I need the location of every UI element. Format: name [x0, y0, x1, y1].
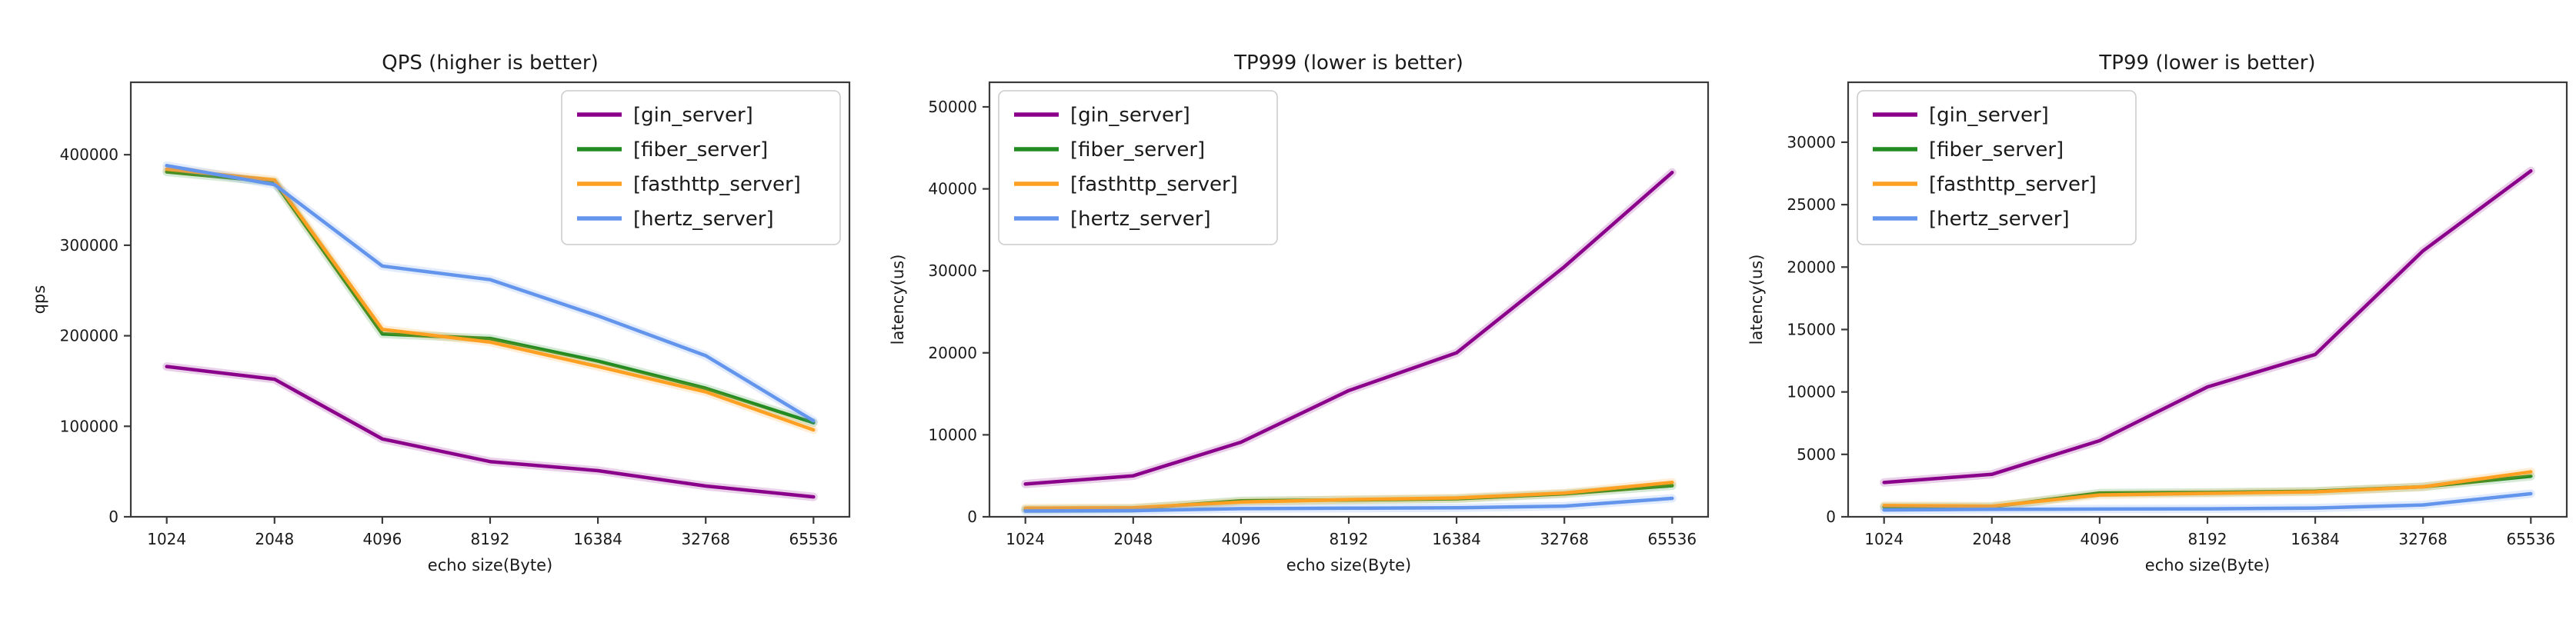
x-axis-label: echo size(Byte)	[1286, 556, 1411, 574]
x-tick-label: 2048	[1972, 530, 2011, 548]
y-tick-label: 100000	[60, 417, 118, 435]
y-tick-label: 0	[1826, 508, 1836, 526]
y-axis-label: latency(us)	[889, 255, 907, 345]
series-line-fasthttp_server	[165, 167, 816, 432]
legend-label: [hertz_server]	[633, 208, 774, 231]
series-line-fasthttp_server	[1882, 470, 2533, 508]
x-tick-label: 4096	[362, 530, 402, 548]
x-tick-label: 1024	[147, 530, 186, 548]
series-line-hertz_server	[165, 164, 816, 423]
legend-label: [hertz_server]	[1929, 208, 2070, 231]
x-tick-label: 1024	[1864, 530, 1904, 548]
y-tick-label: 30000	[1787, 133, 1836, 152]
x-tick-label: 65536	[1647, 530, 1697, 548]
chart-panel-tp999: TP999 (lower is better) 0 10000 20000 30000 4…	[859, 0, 1717, 623]
chart-svg: TP999 (lower is better) 0 10000 20000 30000 4…	[889, 52, 1710, 574]
y-tick-label: 20000	[1787, 258, 1836, 276]
x-tick-label: 32768	[681, 530, 730, 548]
chart-svg: QPS (higher is better) 0 100000 200000 30000…	[30, 52, 851, 574]
y-tick-label: 40000	[928, 180, 977, 198]
x-tick-label: 8192	[471, 530, 510, 548]
legend-label: [fiber_server]	[633, 138, 768, 161]
x-tick-label: 4096	[1221, 530, 1260, 548]
legend-label: [gin_server]	[633, 104, 753, 127]
legend: [gin_server] [fiber_server] [fasthttp_serv…	[998, 90, 1278, 245]
chart-title: QPS (higher is better)	[382, 52, 598, 75]
x-tick-label: 65536	[789, 530, 838, 548]
y-tick-label: 20000	[928, 344, 977, 362]
legend: [gin_server] [fiber_server] [fasthttp_serv…	[1857, 90, 2137, 245]
x-tick-label: 16384	[1432, 530, 1481, 548]
y-tick-label: 10000	[928, 425, 977, 444]
y-tick-label: 200000	[60, 327, 118, 345]
series-line-gin_server	[1023, 171, 1674, 486]
legend-label: [fasthttp_server]	[1070, 173, 1238, 196]
x-tick-label: 16384	[2291, 530, 2340, 548]
legend-label: [gin_server]	[1929, 104, 2049, 127]
y-tick-label: 10000	[1787, 383, 1836, 401]
chart-title: TP999 (lower is better)	[1233, 52, 1463, 75]
series-line-fasthttp_server	[1023, 480, 1674, 511]
x-tick-label: 65536	[2506, 530, 2555, 548]
chart-svg: TP99 (lower is better) 0 5000 10000 15000 200…	[1747, 52, 2568, 574]
chart-title: TP99 (lower is better)	[2098, 52, 2315, 75]
x-axis-label: echo size(Byte)	[428, 556, 552, 574]
y-tick-label: 25000	[1787, 195, 1836, 214]
legend-label: [fasthttp_server]	[633, 173, 801, 196]
series-line-gin_server	[165, 365, 816, 499]
x-tick-label: 2048	[1113, 530, 1153, 548]
y-tick-label: 0	[108, 508, 118, 526]
y-tick-label: 5000	[1797, 445, 1836, 464]
x-tick-label: 8192	[2188, 530, 2227, 548]
y-tick-label: 50000	[928, 98, 977, 116]
y-tick-label: 30000	[928, 261, 977, 280]
x-tick-label: 4096	[2080, 530, 2119, 548]
series-band-gin_server	[162, 362, 818, 501]
y-axis-label: qps	[30, 285, 48, 315]
legend-label: [fiber_server]	[1070, 138, 1205, 161]
legend-box	[561, 90, 841, 245]
x-tick-label: 8192	[1330, 530, 1369, 548]
series-line-hertz_server	[1023, 496, 1674, 513]
chart-panel-tp99: TP99 (lower is better) 0 5000 10000 15000 200…	[1717, 0, 2576, 623]
x-tick-label: 2048	[255, 530, 294, 548]
x-tick-label: 32768	[1540, 530, 1589, 548]
y-tick-label: 400000	[60, 145, 118, 164]
legend: [gin_server] [fiber_server] [fasthttp_serv…	[561, 90, 841, 245]
y-axis-label: latency(us)	[1747, 255, 1766, 345]
y-tick-label: 300000	[60, 236, 118, 255]
series-line-hertz_server	[1882, 491, 2533, 512]
legend-box	[1857, 90, 2137, 245]
x-axis-label: echo size(Byte)	[2145, 556, 2270, 574]
series-line-gin_server	[1882, 169, 2533, 484]
y-tick-label: 15000	[1787, 320, 1836, 338]
y-tick-label: 0	[967, 508, 977, 526]
x-tick-label: 1024	[1006, 530, 1045, 548]
legend-label: [gin_server]	[1070, 104, 1190, 127]
legend-label: [fasthttp_server]	[1929, 173, 2097, 196]
x-tick-label: 32768	[2398, 530, 2448, 548]
legend-label: [fiber_server]	[1929, 138, 2064, 161]
legend-box	[998, 90, 1278, 245]
chart-panel-qps: QPS (higher is better) 0 100000 200000 30000…	[0, 0, 859, 623]
legend-label: [hertz_server]	[1070, 208, 1211, 231]
x-tick-label: 16384	[573, 530, 622, 548]
